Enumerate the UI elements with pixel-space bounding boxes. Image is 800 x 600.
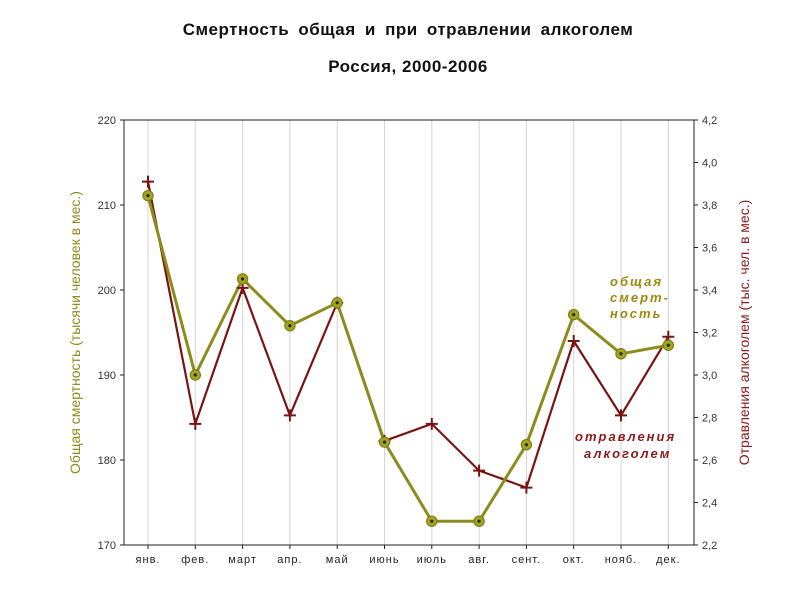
data-point-total-mortality [615,348,627,360]
marker-center [430,519,434,523]
y-left-tick-label: 220 [98,115,116,127]
series-lines [146,181,670,523]
marker-center [477,519,481,523]
annotation-total-mortality: общая смерт- ность [610,274,670,321]
data-point-total-mortality [473,515,485,527]
data-point-total-mortality [568,308,580,321]
annotation-line: отравления [575,429,676,444]
data-point-total-mortality [331,297,343,309]
annotation-line: общая [610,274,663,289]
x-tick-label: янв. [136,554,161,566]
right-axis-ticks: 2,2 2,4 2,6 2,8 3,0 3,2 3,4 3,6 3,8 4,0 4,2 [694,115,717,552]
marker-center [335,301,339,305]
y-right-tick-label: 3,8 [702,200,717,212]
x-tick-label: нояб. [605,554,638,566]
series-line-alcohol-poisoning [146,181,670,490]
annotation-line: ность [610,306,662,321]
y-axis-left-label: Общая смертность (тысячи человек в мес.) [67,191,83,474]
marker-center [193,373,197,377]
data-point-alcohol-poisoning [615,409,627,422]
y-left-tick-label: 190 [98,370,116,382]
x-tick-label: окт. [563,554,585,566]
y-left-tick-label: 200 [98,285,116,297]
chart-title: Смертность общая и при отравлении алкого… [182,20,634,39]
marker-center [288,324,292,328]
y-right-tick-label: 3,0 [702,370,717,382]
x-tick-label: июнь [369,554,399,566]
y-left-tick-label: 210 [98,200,116,212]
y-right-tick-label: 3,4 [702,285,717,297]
data-point-total-mortality [142,189,154,202]
series-line-total-mortality [146,195,669,523]
data-point-total-mortality [662,339,674,351]
y-axis-right-label: Отравления алкоголем (тыс. чел. в мес.) [736,200,752,466]
y-left-tick-label: 170 [98,540,116,552]
chart-subtitle: Россия, 2000-2006 [328,57,488,76]
x-tick-label: март [228,554,257,566]
marker-center [524,443,529,447]
y-right-tick-label: 3,2 [702,328,717,340]
data-point-alcohol-poisoning [473,464,486,477]
data-point-alcohol-poisoning [142,175,154,188]
annotation-alcohol-poisoning: отравления алкоголем [575,429,676,461]
y-right-tick-label: 4,0 [702,158,717,170]
data-point-total-mortality [284,320,296,332]
x-tick-label: авг. [468,554,490,566]
data-point-total-mortality [520,439,533,451]
data-point-alcohol-poisoning [520,481,533,494]
marker-center [619,352,623,356]
y-right-tick-label: 2,6 [702,455,717,467]
data-point-total-mortality [189,369,202,381]
series-markers [142,175,675,527]
x-tick-label: май [326,554,349,566]
x-tick-label: апр. [277,554,302,566]
marker-center [382,440,387,444]
y-right-tick-label: 2,2 [702,540,717,552]
x-tick-label: июль [417,554,447,566]
annotation-line: алкоголем [584,446,671,461]
marker-center [146,194,150,198]
marker-center [572,313,576,317]
y-right-tick-label: 3,6 [702,243,717,255]
data-point-alcohol-poisoning [567,335,580,347]
data-point-alcohol-poisoning [283,409,296,422]
data-point-total-mortality [236,273,249,285]
y-right-tick-label: 2,4 [702,498,717,510]
x-tick-label: дек. [656,554,680,566]
y-right-tick-label: 4,2 [702,115,717,127]
annotation-line: смерт- [610,290,670,305]
data-point-alcohol-poisoning [425,417,438,430]
data-point-alcohol-poisoning [189,417,202,430]
y-left-tick-label: 180 [98,455,116,467]
marker-center [666,343,670,347]
x-tick-label: сент. [512,554,542,566]
x-tick-label: фев. [181,554,209,566]
left-axis-ticks: 170 180 190 200 210 220 [98,115,124,552]
data-point-total-mortality [378,436,391,448]
data-point-total-mortality [426,515,438,527]
x-axis-ticks: янв. фев. март апр. май июнь июль авг. сент. окт.… [136,545,680,566]
marker-center [241,277,245,281]
y-right-tick-label: 2,8 [702,413,717,425]
